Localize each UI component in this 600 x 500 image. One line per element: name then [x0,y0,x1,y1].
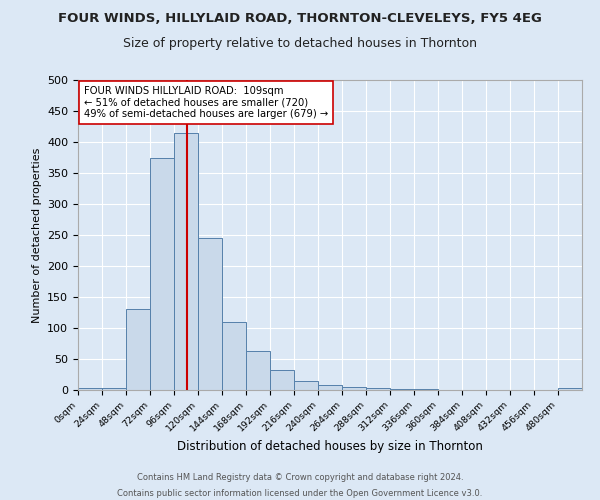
Bar [78,388,102,390]
Bar [150,158,174,390]
Bar [318,385,342,390]
Text: FOUR WINDS, HILLYLAID ROAD, THORNTON-CLEVELEYS, FY5 4EG: FOUR WINDS, HILLYLAID ROAD, THORNTON-CLE… [58,12,542,26]
Y-axis label: Number of detached properties: Number of detached properties [32,148,41,322]
X-axis label: Distribution of detached houses by size in Thornton: Distribution of detached houses by size … [177,440,483,454]
Bar [342,387,366,390]
Bar [198,238,222,390]
Bar [174,132,198,390]
Bar [294,380,318,390]
Bar [270,370,294,390]
Bar [126,310,150,390]
Text: Contains HM Land Registry data © Crown copyright and database right 2024.: Contains HM Land Registry data © Crown c… [137,472,463,482]
Bar [558,388,582,390]
Text: FOUR WINDS HILLYLAID ROAD:  109sqm
← 51% of detached houses are smaller (720)
49: FOUR WINDS HILLYLAID ROAD: 109sqm ← 51% … [84,86,328,120]
Bar [222,322,246,390]
Text: Size of property relative to detached houses in Thornton: Size of property relative to detached ho… [123,38,477,51]
Bar [366,388,390,390]
Bar [246,351,270,390]
Bar [102,388,126,390]
Text: Contains public sector information licensed under the Open Government Licence v3: Contains public sector information licen… [118,489,482,498]
